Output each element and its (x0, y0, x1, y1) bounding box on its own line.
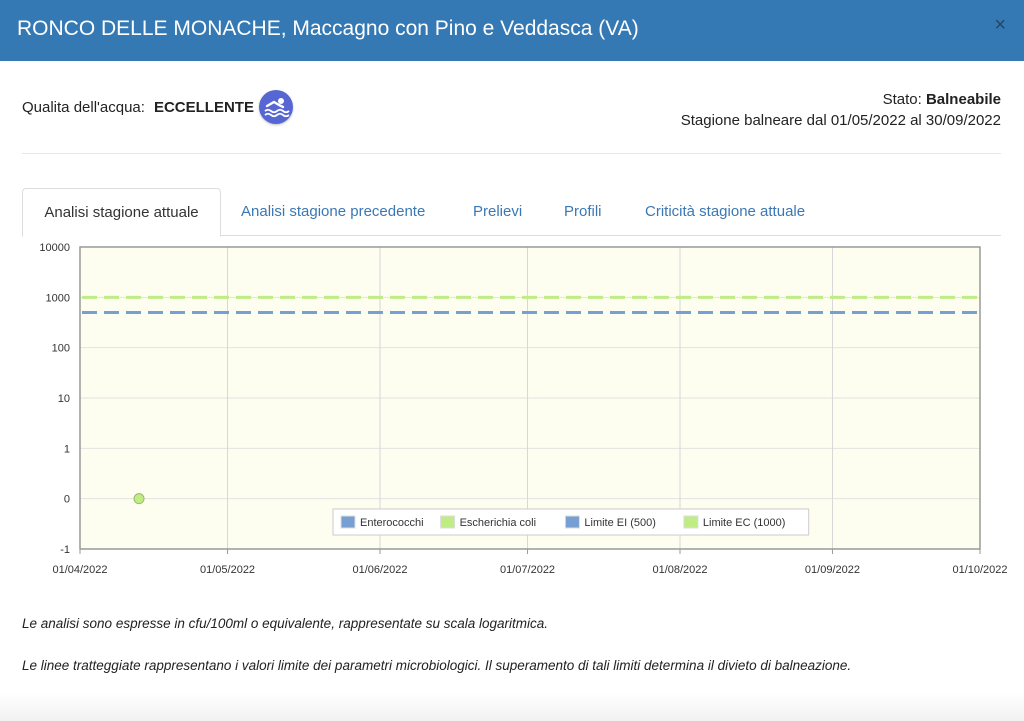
tab-prelievi[interactable]: Prelievi (473, 203, 523, 220)
legend-label: Escherichia coli (460, 517, 536, 529)
x-tick-label: 01/10/2022 (952, 564, 1007, 576)
x-tick-label: 01/09/2022 (805, 564, 860, 576)
tab-profili[interactable]: Profili (564, 203, 602, 220)
modal-header: RONCO DELLE MONACHE, Maccagno con Pino e… (0, 0, 1024, 61)
y-tick-label: 10 (58, 393, 70, 405)
x-tick-label: 01/07/2022 (500, 564, 555, 576)
x-tick-label: 01/06/2022 (352, 564, 407, 576)
tab-analisi-stagione-attuale[interactable]: Analisi stagione attuale (22, 188, 221, 237)
tab-analisi-stagione-precedente[interactable]: Analisi stagione precedente (241, 203, 426, 220)
water-quality-label: Qualita dell'acqua: (22, 98, 145, 116)
legend-label: Limite EI (500) (584, 517, 656, 529)
y-tick-label: 10000 (39, 242, 70, 254)
limit-lines (82, 295, 978, 314)
x-axis: 01/04/2022 01/05/2022 01/06/2022 01/07/2022… (52, 549, 1008, 576)
legend-label: Limite EC (1000) (703, 517, 786, 529)
data-point (133, 493, 145, 505)
divider (22, 153, 1001, 154)
y-tick-label: 1 (64, 443, 70, 455)
y-tick-label: 0 (64, 494, 70, 506)
status-value: Balneabile (925, 91, 1001, 108)
x-tick-label: 01/08/2022 (652, 564, 707, 576)
note-units: Le analisi sono espresse in cfu/100ml o … (22, 616, 549, 631)
x-tick-label: 01/04/2022 (52, 564, 107, 576)
y-tick-label: 1000 (46, 292, 70, 304)
y-tick-label: -1 (60, 544, 70, 556)
legend-swatch (340, 515, 356, 529)
status-label: Stato: (882, 91, 926, 108)
legend-label: Enterococchi (360, 517, 424, 529)
x-tick-label: 01/05/2022 (200, 564, 255, 576)
footer-shade (0, 693, 1024, 721)
status-line: Stato: Balneabile (681, 89, 1001, 110)
legend-swatch (440, 515, 456, 529)
water-quality-value: ECCELLENTE (153, 98, 254, 116)
tab-bar: Analisi stagione attuale Analisi stagion… (22, 188, 1001, 237)
legend-swatch (564, 515, 580, 529)
modal-title: RONCO DELLE MONACHE, Maccagno con Pino e… (17, 17, 639, 40)
note-limits: Le linee tratteggiate rappresentano i va… (22, 658, 852, 673)
swimmer-icon (258, 90, 293, 124)
water-quality: Qualita dell'acqua: ECCELLENTE (22, 90, 293, 124)
tab-criticita-stagione-attuale[interactable]: Criticità stagione attuale (645, 203, 806, 220)
bathing-status: Stato: Balneabile Stagione balneare dal … (681, 89, 1001, 131)
season-dates: Stagione balneare dal 01/05/2022 al 30/0… (680, 112, 1001, 129)
data-points (133, 493, 145, 505)
close-button[interactable]: × (994, 14, 1006, 36)
plot-border (79, 246, 981, 550)
legend: Enterococchi Escherichia coli Limite EI (5… (332, 508, 810, 536)
legend-swatch (683, 515, 699, 529)
y-tick-label: 100 (52, 343, 70, 355)
